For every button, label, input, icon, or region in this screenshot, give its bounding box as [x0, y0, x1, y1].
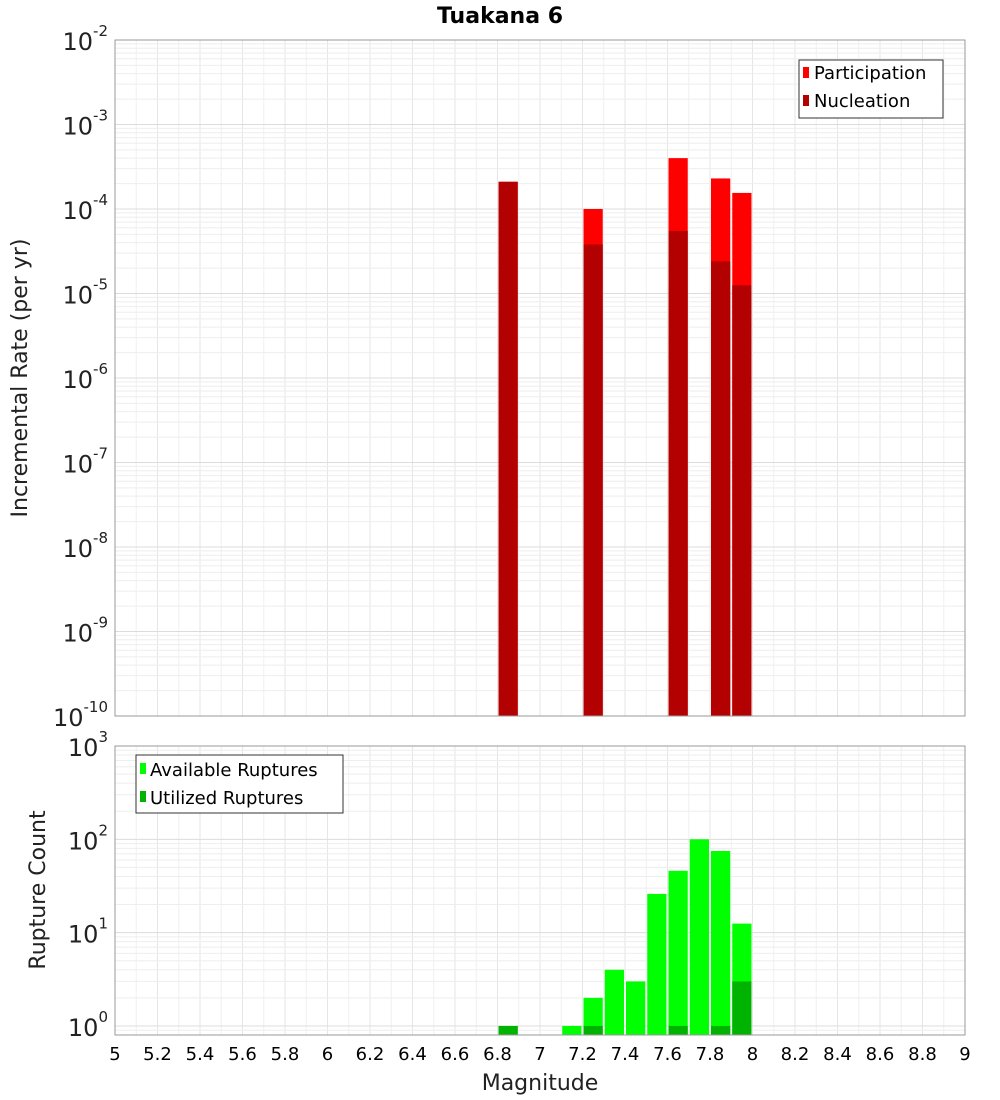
x-tick-label: 8.8 [908, 1044, 937, 1065]
x-tick-label: 8 [747, 1044, 758, 1065]
utilized-ruptures-bar [711, 1025, 731, 1035]
top-legend-box [798, 59, 944, 119]
top-plot-frame [114, 39, 966, 717]
bottom-y-tick-label: 100 [68, 1008, 108, 1042]
legend-utilized: Utilized Ruptures [150, 788, 303, 809]
top-y-tick-label: 10-10 [53, 698, 108, 732]
available-ruptures-bar [583, 997, 603, 1035]
top-y-tick-label: 10-9 [62, 614, 108, 648]
utilized-swatch [140, 791, 146, 802]
nucleation-bar [711, 261, 731, 716]
utilized-ruptures-bar [668, 1025, 688, 1035]
x-tick-label: 8.2 [781, 1044, 810, 1065]
x-tick-label: 6 [322, 1044, 333, 1065]
bottom-legend-box [135, 754, 344, 814]
x-tick-label: 5 [109, 1044, 120, 1065]
x-tick-label: 5.4 [186, 1044, 215, 1065]
x-axis-label: Magnitude [482, 1071, 599, 1096]
top-y-axis-label: Incremental Rate (per yr) [8, 239, 33, 518]
available-ruptures-bar [689, 839, 709, 1035]
x-tick-label: 5.6 [228, 1044, 257, 1065]
bottom-legend: Available Ruptures Utilized Ruptures [135, 754, 344, 814]
available-ruptures-bar [604, 969, 624, 1035]
top-y-tick-label: 10-6 [62, 360, 108, 394]
available-ruptures-bar [626, 981, 646, 1035]
nucleation-swatch [803, 95, 809, 106]
x-tick-label: 6.6 [441, 1044, 470, 1065]
participation-swatch [803, 67, 809, 78]
top-panel: 10-10 10-9 10-8 10-7 10-6 10-5 10-4 10-3 10-2 In… [8, 22, 966, 732]
bottom-y-axis-label: Rupture Count [26, 810, 51, 970]
legend-participation: Participation [814, 63, 926, 84]
top-y-ticks: 10-10 10-9 10-8 10-7 10-6 10-5 10-4 10-3 10-2 [53, 22, 108, 732]
x-tick-label: 7 [534, 1044, 545, 1065]
top-y-tick-label: 10-7 [62, 445, 108, 479]
top-y-tick-label: 10-5 [62, 276, 108, 310]
bottom-y-tick-label: 103 [68, 728, 108, 762]
x-tick-label: 5.2 [143, 1044, 172, 1065]
legend-available: Available Ruptures [150, 760, 318, 781]
top-grid [114, 39, 966, 717]
top-y-tick-label: 10-2 [62, 22, 108, 56]
bottom-bars [498, 839, 752, 1035]
bottom-panel: 100 101 102 103 Rupture Count Available Rup… [26, 728, 971, 1096]
top-y-tick-label: 10-8 [62, 529, 108, 563]
x-tick-label: 6.8 [483, 1044, 512, 1065]
x-tick-label: 8.4 [823, 1044, 852, 1065]
top-bars [498, 158, 752, 717]
available-ruptures-bar [562, 1025, 582, 1035]
x-tick-label: 7.4 [611, 1044, 640, 1065]
available-ruptures-bar [711, 850, 731, 1035]
legend-nucleation: Nucleation [814, 91, 910, 112]
bottom-y-ticks: 100 101 102 103 [68, 728, 108, 1042]
nucleation-bar [583, 244, 603, 716]
x-tick-label: 5.8 [271, 1044, 300, 1065]
x-tick-label: 7.2 [568, 1044, 597, 1065]
x-tick-label: 7.8 [696, 1044, 725, 1065]
top-legend: Participation Nucleation [798, 59, 944, 119]
x-tick-label: 7.6 [653, 1044, 682, 1065]
utilized-ruptures-bar [583, 1025, 603, 1035]
top-y-tick-label: 10-3 [62, 107, 108, 141]
utilized-ruptures-bar [498, 1025, 518, 1035]
available-swatch [140, 763, 146, 774]
bottom-y-tick-label: 102 [68, 821, 108, 855]
chart-title: Tuakana 6 [437, 4, 563, 29]
nucleation-bar [732, 285, 752, 716]
x-tick-label: 6.4 [398, 1044, 427, 1065]
utilized-ruptures-bar [732, 981, 752, 1035]
nucleation-bar [668, 230, 688, 717]
bottom-plot-frame [114, 745, 966, 1036]
top-y-tick-label: 10-4 [62, 191, 108, 225]
available-ruptures-bar [647, 893, 667, 1035]
bottom-y-tick-label: 101 [68, 915, 108, 949]
x-tick-label: 6.2 [356, 1044, 385, 1065]
x-tick-label: 8.6 [866, 1044, 895, 1065]
x-tick-label: 9 [959, 1044, 970, 1065]
x-tick-labels: 5 5.2 5.4 5.6 5.8 6 6.2 6.4 6.6 6.8 7 7.2 7.4 7.6 7.8 8… [109, 1044, 970, 1065]
available-ruptures-bar [668, 870, 688, 1035]
nucleation-bar [498, 181, 518, 717]
